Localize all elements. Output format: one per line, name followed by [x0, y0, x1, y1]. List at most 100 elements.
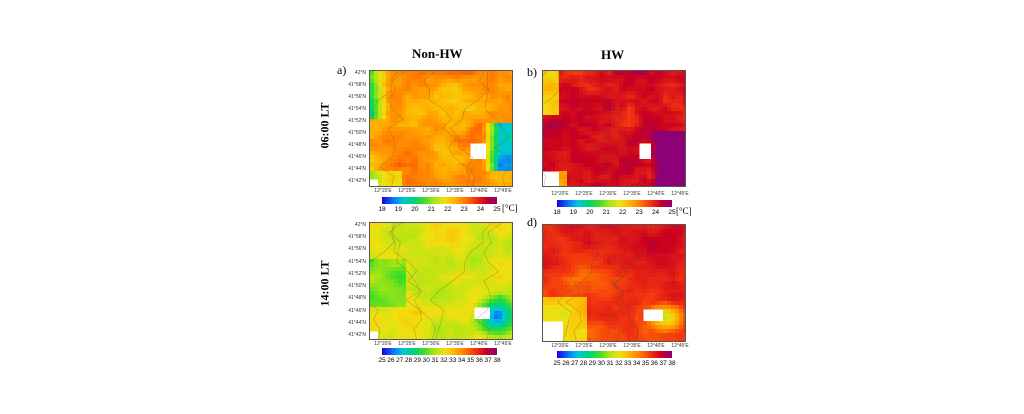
- heatmap-cell: [623, 95, 628, 100]
- heatmap-cell: [498, 263, 503, 268]
- heatmap-cell: [486, 163, 491, 168]
- heatmap-cell: [506, 103, 511, 108]
- heatmap-cell: [374, 271, 379, 276]
- heatmap-cell: [579, 79, 584, 84]
- heatmap-cell: [406, 279, 411, 284]
- lon-tick-label: 12°40'E: [470, 188, 488, 194]
- heatmap-cell: [434, 107, 439, 112]
- heatmap-cell: [567, 111, 572, 116]
- heatmap-cell: [458, 287, 463, 292]
- heatmap-cell: [639, 233, 644, 238]
- heatmap-cell: [559, 269, 564, 274]
- heatmap-cell: [635, 131, 640, 136]
- heatmap-cell: [583, 115, 588, 120]
- heatmap-cell: [394, 95, 399, 100]
- heatmap-cell: [438, 127, 443, 132]
- heatmap-cell: [575, 233, 580, 238]
- heatmap-cell: [374, 311, 379, 316]
- heatmap-cell: [675, 167, 680, 172]
- heatmap-cell: [430, 123, 435, 128]
- heatmap-cell: [394, 179, 399, 184]
- heatmap-cell: [627, 245, 632, 250]
- heatmap-cell: [434, 131, 439, 136]
- colorbar-tick-label: 19: [569, 209, 578, 216]
- heatmap-cell: [486, 151, 491, 156]
- heatmap-cell: [486, 115, 491, 120]
- heatmap-cell: [631, 143, 636, 148]
- heatmap-cell: [386, 243, 391, 248]
- heatmap-cell: [498, 91, 503, 96]
- heatmap-cell: [446, 251, 451, 256]
- heatmap-cell: [595, 257, 600, 262]
- heatmap-cell: [619, 119, 624, 124]
- heatmap-cell: [643, 253, 648, 258]
- heatmap-cell: [414, 223, 419, 228]
- heatmap-cell: [615, 87, 620, 92]
- heatmap-cell: [434, 95, 439, 100]
- heatmap-cell: [458, 323, 463, 328]
- heatmap-cell: [426, 279, 431, 284]
- heatmap-cell: [551, 163, 556, 168]
- heatmap-cell: [671, 277, 676, 282]
- heatmap-cell: [370, 139, 375, 144]
- heatmap-cell: [442, 127, 447, 132]
- heatmap-cell: [466, 299, 471, 304]
- heatmap-cell: [470, 123, 475, 128]
- heatmap-cell: [418, 71, 423, 76]
- heatmap-cell: [398, 143, 403, 148]
- heatmap-cell: [438, 259, 443, 264]
- heatmap-cell: [551, 79, 556, 84]
- heatmap-cell: [506, 271, 511, 276]
- boundary-line: [597, 71, 625, 186]
- heatmap-cell: [567, 229, 572, 234]
- heatmap-cell: [474, 267, 479, 272]
- heatmap-cell: [378, 263, 383, 268]
- heatmap-cell: [486, 111, 491, 116]
- heatmap-cell: [587, 261, 592, 266]
- heatmap-cell: [587, 293, 592, 298]
- heatmap-cell: [591, 297, 596, 302]
- heatmap-cell: [494, 127, 499, 132]
- heatmap-cell: [595, 269, 600, 274]
- heatmap-cell: [583, 155, 588, 160]
- heatmap-cell: [575, 261, 580, 266]
- heatmap-cell: [442, 267, 447, 272]
- heatmap-cell: [591, 325, 596, 330]
- heatmap-cell: [370, 247, 375, 252]
- heatmap-cell: [474, 111, 479, 116]
- heatmap-cell: [543, 151, 548, 156]
- heatmap-cell: [398, 331, 403, 336]
- heatmap-cell: [643, 119, 648, 124]
- heatmap-cell: [579, 269, 584, 274]
- heatmap-cell: [547, 265, 552, 270]
- heatmap-cell: [591, 309, 596, 314]
- heatmap-cell: [482, 223, 487, 228]
- heatmap-cell: [651, 71, 656, 76]
- heatmap-cell: [659, 269, 664, 274]
- heatmap-cell: [470, 175, 475, 180]
- heatmap-cell: [555, 257, 560, 262]
- heatmap-cell: [643, 261, 648, 266]
- heatmap-cell: [547, 79, 552, 84]
- heatmap-cell: [647, 167, 652, 172]
- heatmap-cell: [486, 271, 491, 276]
- heatmap-cell: [655, 253, 660, 258]
- heatmap-cell: [631, 151, 636, 156]
- heatmap-cell: [462, 167, 467, 172]
- heatmap-cell: [639, 159, 644, 164]
- heatmap-cell: [446, 71, 451, 76]
- heatmap-cell: [655, 119, 660, 124]
- heatmap-cell: [466, 295, 471, 300]
- heatmap-cell: [563, 179, 568, 184]
- heatmap-cell: [543, 115, 548, 120]
- heatmap-cell: [410, 287, 415, 292]
- heatmap-cell: [430, 155, 435, 160]
- heatmap-cell: [434, 147, 439, 152]
- colorbar-tick-label: 28: [579, 360, 588, 367]
- heatmap-cell: [466, 267, 471, 272]
- heatmap-cell: [462, 147, 467, 152]
- heatmap-cell: [627, 159, 632, 164]
- heatmap-cell: [607, 151, 612, 156]
- heatmap-cell: [563, 167, 568, 172]
- heatmap-cell: [374, 79, 379, 84]
